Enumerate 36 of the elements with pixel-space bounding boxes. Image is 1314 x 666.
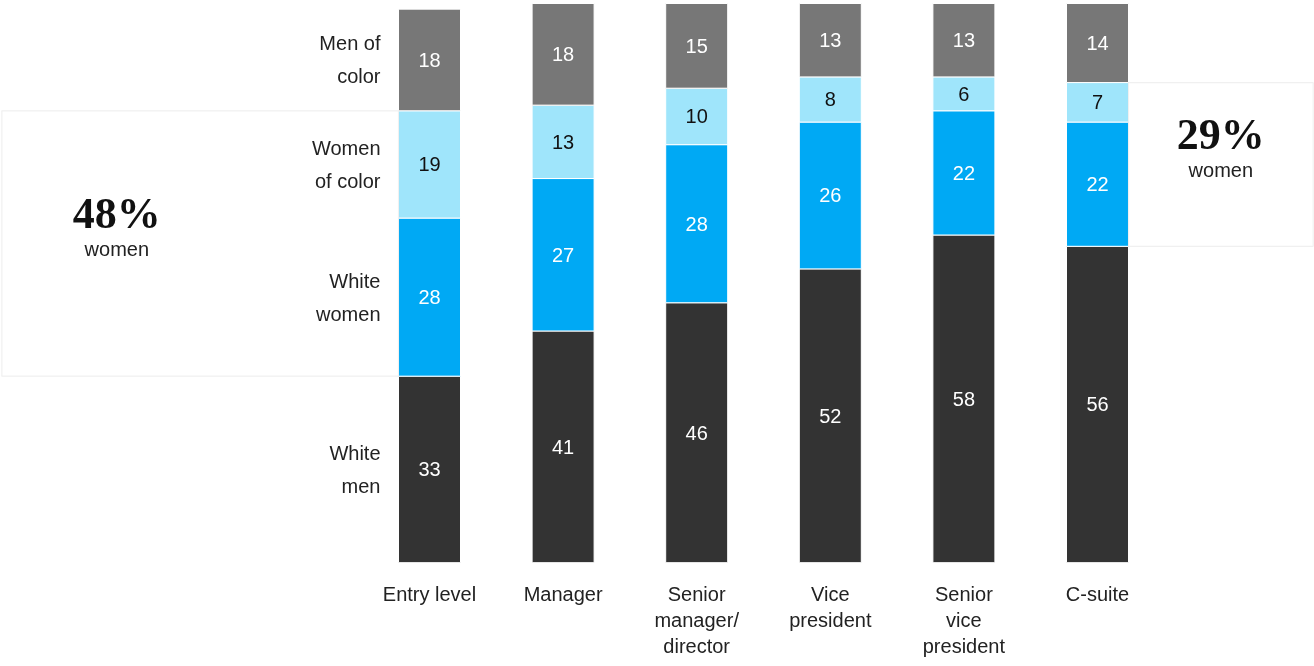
data-label: 18 (551, 43, 575, 66)
x-tick-label: C-suite (1065, 582, 1130, 605)
x-tick-label: Entry level (382, 582, 477, 605)
text: 29% women (1176, 109, 1265, 181)
data-label: 8 (824, 88, 836, 111)
data-label: 26 (819, 184, 842, 207)
data-label: 27 (551, 243, 575, 266)
series-label: Women of color (311, 136, 381, 192)
x-tick-label: Senior manager/ director (654, 582, 740, 658)
data-label: 22 (952, 161, 976, 184)
series-label: White men (329, 441, 381, 497)
data-label: 19 (418, 153, 441, 176)
data-label: 33 (418, 458, 441, 481)
data-label: 14 (1086, 32, 1109, 55)
data-label: 41 (551, 435, 575, 458)
data-label: 22 (1086, 173, 1109, 196)
data-label: 6 (958, 82, 970, 105)
data-label: 13 (819, 29, 842, 52)
data-label: 28 (685, 212, 708, 235)
data-label: 7 (1091, 91, 1104, 114)
x-tick-label: Senior vice president (922, 582, 1006, 658)
data-label: 58 (952, 387, 976, 410)
x-tick-label: Manager (523, 582, 603, 605)
data-label: 28 (418, 286, 441, 309)
data-label: 46 (685, 421, 708, 444)
x-tick-label: Vice president (789, 582, 872, 631)
text: 48% women (72, 188, 161, 260)
data-label: 56 (1086, 393, 1109, 416)
data-label: 18 (418, 48, 441, 71)
data-label: 13 (952, 29, 976, 52)
data-label: 52 (819, 404, 842, 427)
data-label: 13 (551, 130, 575, 153)
data-label: 10 (685, 105, 708, 128)
series-label: White women (315, 269, 381, 325)
series-label: Men of color (319, 32, 381, 88)
data-label: 15 (685, 34, 708, 57)
